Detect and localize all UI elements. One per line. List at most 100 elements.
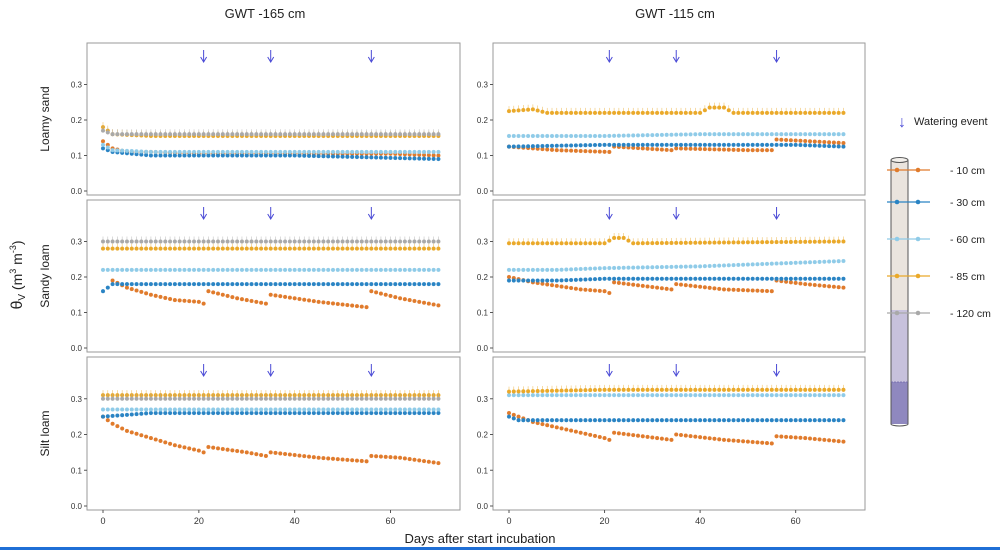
data-point — [545, 241, 550, 246]
data-point — [244, 407, 249, 412]
data-point — [688, 146, 693, 151]
data-point — [750, 262, 755, 267]
data-point — [784, 137, 789, 143]
data-point — [693, 418, 698, 423]
data-point — [287, 452, 292, 457]
data-point — [120, 246, 125, 251]
data-point — [421, 149, 427, 155]
data-point — [345, 149, 350, 155]
data-point — [144, 434, 149, 439]
data-point — [674, 432, 679, 437]
data-point — [144, 407, 149, 412]
data-point — [182, 282, 187, 287]
data-point — [784, 418, 789, 423]
data-point — [431, 302, 436, 307]
y-tick-label: 0.3 — [71, 395, 83, 404]
data-point — [283, 451, 288, 457]
data-point — [549, 143, 555, 148]
data-point — [583, 431, 588, 436]
data-point — [626, 432, 631, 437]
data-point — [306, 298, 312, 303]
data-point — [191, 299, 197, 304]
data-point — [302, 267, 307, 272]
row-title: Sandy loam — [38, 244, 52, 307]
data-point — [148, 267, 153, 272]
data-point — [263, 239, 268, 244]
data-point — [540, 278, 545, 283]
data-point — [836, 393, 841, 398]
data-point — [760, 393, 765, 398]
data-point — [225, 149, 230, 155]
data-point — [273, 153, 278, 158]
data-point — [807, 393, 813, 398]
data-point — [321, 410, 326, 416]
data-point — [254, 282, 259, 287]
data-point — [678, 146, 684, 151]
data-point — [359, 458, 364, 464]
data-point — [259, 407, 264, 412]
data-point — [436, 157, 441, 162]
data-point — [726, 147, 731, 152]
data-point — [407, 298, 412, 303]
legend-label: - 30 cm — [950, 197, 985, 209]
data-point — [225, 407, 230, 412]
data-point — [153, 267, 158, 272]
data-point — [235, 153, 240, 158]
data-point — [158, 132, 163, 137]
data-point — [516, 241, 521, 246]
data-point — [788, 110, 793, 115]
data-point — [163, 396, 168, 401]
data-point — [755, 387, 760, 392]
data-point — [817, 387, 822, 392]
data-point — [335, 132, 340, 137]
data-point — [635, 283, 641, 288]
data-point — [769, 393, 774, 398]
data-point — [297, 296, 302, 302]
data-point — [798, 260, 803, 265]
data-point — [412, 396, 417, 401]
data-point — [779, 276, 784, 281]
data-point — [750, 418, 755, 423]
data-point — [398, 396, 403, 401]
data-point — [736, 287, 741, 293]
data-point — [388, 407, 393, 412]
data-point — [573, 110, 578, 115]
data-point — [717, 132, 722, 137]
data-point — [254, 299, 259, 304]
data-point — [436, 461, 441, 466]
data-point — [431, 267, 436, 272]
data-point — [369, 246, 374, 251]
data-point — [788, 132, 793, 137]
data-point — [139, 407, 144, 412]
data-point — [554, 133, 559, 139]
data-point — [398, 132, 403, 137]
data-point — [431, 460, 436, 465]
data-point — [283, 410, 288, 416]
data-point — [177, 410, 182, 416]
data-point — [239, 410, 245, 416]
panel-r1-c1: 0.00.10.20.3 — [477, 199, 866, 353]
data-point — [602, 142, 607, 147]
data-point — [354, 407, 360, 412]
data-point — [674, 418, 679, 423]
data-point — [196, 407, 201, 412]
data-point — [712, 142, 717, 147]
data-point — [807, 110, 813, 115]
data-point — [398, 156, 403, 161]
data-point — [678, 393, 684, 398]
data-point — [659, 265, 664, 270]
data-point — [731, 418, 736, 423]
data-point — [316, 396, 321, 401]
data-point — [230, 396, 235, 401]
row-title: Silt loam — [38, 410, 52, 456]
data-point — [378, 239, 383, 244]
data-point — [110, 396, 115, 401]
data-point — [540, 133, 545, 139]
data-point — [569, 143, 574, 148]
data-point — [235, 448, 240, 454]
data-point — [148, 132, 153, 137]
data-point — [182, 153, 187, 158]
data-point — [841, 387, 846, 392]
data-point — [402, 132, 407, 137]
data-point — [698, 142, 703, 147]
